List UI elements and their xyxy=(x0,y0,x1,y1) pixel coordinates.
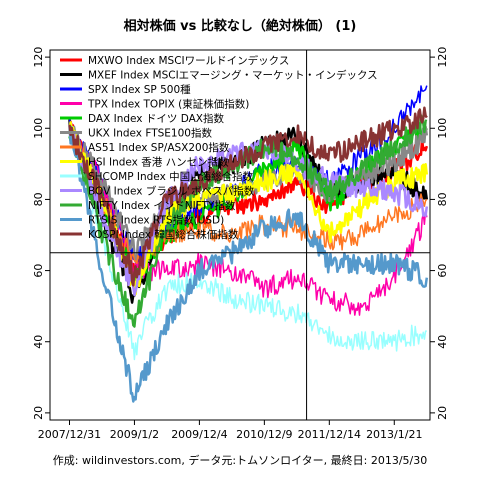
legend-label-5: DAX Index ドイツ DAX指数 xyxy=(88,112,224,125)
y-tick-label-right-20: 20 xyxy=(436,406,449,420)
series-line-11 xyxy=(68,114,428,328)
series-line-13 xyxy=(68,106,428,287)
legend-label-7: AS51 Index SP/ASX200指数 xyxy=(88,141,230,154)
y-tick-label-left-80: 80 xyxy=(32,192,45,206)
y-tick-label-right-100: 100 xyxy=(436,118,449,139)
legend-label-10: BOV Index ブラジル ボベスパ指数 xyxy=(88,185,255,198)
plot-frame xyxy=(49,49,431,421)
legend-label-13: KOSPI Index 韓国総合株価指数 xyxy=(88,228,239,241)
x-tick-label-2: 2009/1/2 xyxy=(110,428,159,441)
legend-label-1: MXWO Index MSCIワールドインデックス xyxy=(88,54,289,67)
series-group xyxy=(68,85,429,403)
legend-label-9: SHCOMP Index 中国上海総合指数 xyxy=(88,170,254,183)
legend-label-3: SPX Index SP 500種 xyxy=(88,83,191,96)
legend-label-11: NIFTY Index インドNIFTY指数 xyxy=(88,199,236,212)
x-tick-label-6: 2013/1/21 xyxy=(366,428,422,441)
y-tick-label-right-80: 80 xyxy=(436,192,449,206)
x-tick-label-4: 2010/12/9 xyxy=(236,428,292,441)
y-tick-label-right-120: 120 xyxy=(436,47,449,68)
x-tick-label-1: 2007/12/31 xyxy=(38,428,101,441)
x-tick-label-3: 2009/12/4 xyxy=(171,428,227,441)
x-tick-label-5: 2011/12/14 xyxy=(298,428,361,441)
legend-label-6: UKX Index FTSE100指数 xyxy=(88,127,212,140)
series-line-12 xyxy=(68,126,429,403)
y-tick-label-left-20: 20 xyxy=(32,406,45,420)
y-tick-label-left-60: 60 xyxy=(32,264,45,278)
y-tick-label-right-60: 60 xyxy=(436,264,449,278)
legend-label-8: HSI Index 香港 ハンセン指数 xyxy=(88,156,229,169)
series-line-9 xyxy=(68,125,427,361)
chart-title: 相対株価 vs 比較なし（絶対株価） (1) xyxy=(124,18,357,34)
y-tick-label-left-100: 100 xyxy=(32,118,45,139)
legend-label-2: MXEF Index MSCIエマージング・マーケット・インデックス xyxy=(88,69,378,82)
y-tick-label-right-40: 40 xyxy=(436,335,449,349)
legend-label-4: TPX Index TOPIX (東証株価指数) xyxy=(87,98,249,111)
legend-label-12: RTSIS Index RTS指数(USD) xyxy=(88,214,224,227)
chart-caption: 作成: wildinvestors.com, データ元:トムソンロイター, 最終… xyxy=(53,453,427,467)
y-tick-label-left-120: 120 xyxy=(32,47,45,68)
legend: MXWO Index MSCIワールドインデックス MXEF Index MSCI… xyxy=(60,54,378,241)
y-tick-label-left-40: 40 xyxy=(32,335,45,349)
